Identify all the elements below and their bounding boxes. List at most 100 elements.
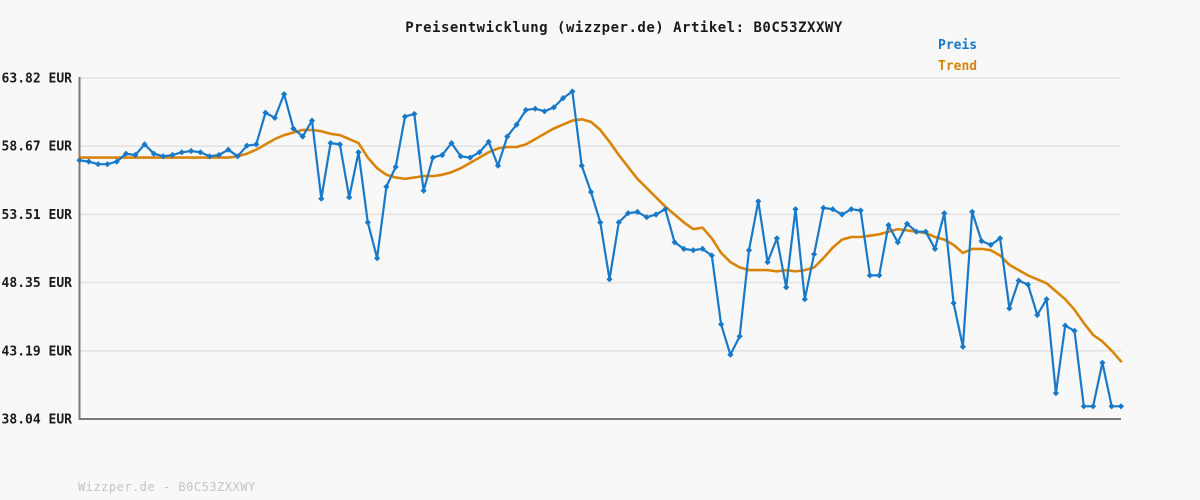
price-series-marker	[829, 206, 836, 213]
price-series-marker	[429, 154, 436, 161]
price-series-marker	[913, 228, 920, 235]
price-series-marker	[671, 239, 678, 246]
price-series-marker	[513, 121, 520, 128]
legend-trend-label: Trend	[938, 59, 978, 74]
price-series-marker	[643, 214, 650, 221]
price-series-marker	[401, 113, 409, 120]
price-series-marker	[522, 106, 529, 114]
price-series-marker	[215, 151, 223, 159]
chart-legend: Preis Trend	[938, 39, 977, 81]
price-series-marker	[188, 147, 195, 155]
price-series-marker	[866, 272, 873, 279]
price-series-marker	[336, 141, 343, 148]
price-series-marker	[1034, 311, 1041, 319]
price-series-line	[78, 90, 1123, 408]
price-series-marker	[411, 110, 418, 118]
price-series-marker	[290, 125, 297, 132]
price-series-marker	[838, 211, 846, 218]
price-series-marker	[243, 142, 250, 149]
price-series-marker	[1108, 403, 1115, 410]
price-series-marker	[122, 150, 130, 157]
price-series-marker	[652, 211, 660, 218]
price-series-marker	[587, 188, 595, 196]
price-series-marker	[959, 343, 966, 350]
price-series-marker	[606, 276, 613, 283]
price-series-marker	[1071, 327, 1078, 334]
price-series-marker	[95, 161, 102, 168]
price-series-marker	[755, 198, 762, 205]
price-series-marker	[1006, 305, 1013, 312]
price-series-marker	[299, 133, 306, 140]
price-series-marker	[355, 149, 362, 156]
price-series-marker	[374, 255, 381, 262]
price-series-marker	[801, 296, 808, 303]
price-series-marker	[1080, 403, 1087, 410]
price-series-marker	[383, 183, 390, 190]
price-series-marker	[504, 133, 511, 140]
price-series-marker	[931, 245, 939, 252]
price-series-marker	[392, 163, 399, 170]
price-series-marker	[327, 140, 334, 147]
price-series-marker	[85, 158, 92, 165]
price-series-marker	[811, 251, 818, 258]
price-series-marker	[550, 104, 557, 111]
price-series-marker	[346, 194, 353, 201]
price-series-marker	[922, 228, 929, 235]
price-series-marker	[727, 351, 734, 358]
price-series-marker	[848, 206, 855, 213]
price-series-marker	[997, 235, 1004, 242]
price-series-marker	[578, 162, 585, 169]
price-series-marker	[987, 241, 994, 248]
price-series-marker	[104, 161, 111, 168]
price-series-marker	[708, 252, 715, 259]
price-series-marker	[253, 141, 260, 148]
price-series-marker	[76, 157, 83, 164]
y-axis-tick-label: 48.35 EUR	[2, 276, 73, 291]
price-series-marker	[178, 149, 185, 156]
price-series-marker	[541, 108, 548, 115]
price-series-marker	[132, 151, 139, 159]
price-series-marker	[308, 117, 316, 124]
price-series-marker	[197, 149, 204, 156]
price-series-marker	[169, 151, 176, 159]
price-series-marker	[894, 239, 901, 246]
price-series-marker	[1117, 403, 1125, 410]
price-series-marker	[569, 88, 576, 95]
price-series-marker	[969, 208, 976, 215]
y-axis-tick-label: 53.51 EUR	[2, 208, 73, 223]
price-series-marker	[680, 245, 687, 252]
price-series-marker	[950, 300, 957, 307]
price-series-marker	[625, 210, 632, 217]
price-series-marker	[439, 151, 446, 159]
price-series-marker	[150, 150, 157, 157]
price-series-marker	[857, 207, 864, 214]
price-series-marker	[141, 141, 148, 148]
chart-title: Preisentwicklung (wizzper.de) Artikel: B…	[405, 20, 843, 36]
price-series-marker	[615, 219, 622, 226]
price-series-marker	[234, 153, 241, 160]
price-series-marker	[467, 154, 474, 161]
price-series-marker	[1099, 359, 1106, 366]
y-axis-tick-label: 43.19 EUR	[2, 344, 73, 359]
price-series-marker	[1043, 296, 1050, 303]
y-axis-tick-label: 58.67 EUR	[2, 140, 73, 155]
price-series-marker	[457, 153, 464, 160]
price-series-marker	[494, 162, 502, 169]
price-series-marker	[1062, 322, 1069, 329]
price-series-marker	[662, 206, 669, 213]
price-series-marker	[560, 95, 567, 102]
price-series-marker	[978, 237, 985, 245]
legend-preis-label: Preis	[938, 38, 978, 53]
price-series-marker	[718, 321, 725, 328]
price-series-marker	[206, 153, 213, 160]
price-series-marker	[792, 206, 799, 213]
price-series-marker	[448, 140, 455, 147]
price-series-marker	[885, 222, 892, 229]
price-series-marker	[281, 91, 288, 98]
price-series-marker	[476, 149, 483, 156]
price-series-marker	[736, 333, 743, 340]
price-series-marker	[364, 219, 371, 226]
price-series-marker	[1015, 277, 1022, 284]
